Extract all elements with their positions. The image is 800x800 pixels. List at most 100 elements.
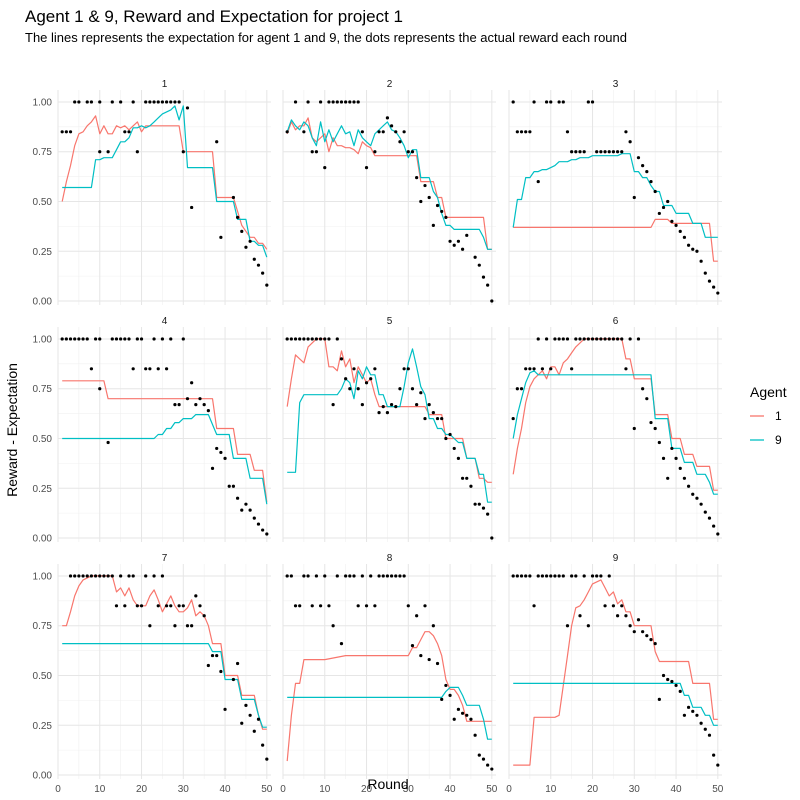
reward-point	[699, 502, 703, 506]
reward-point	[293, 100, 298, 104]
reward-point	[540, 574, 545, 578]
reward-point	[703, 727, 707, 731]
reward-point	[318, 337, 323, 341]
reward-point	[240, 229, 244, 233]
series-line-agent-9	[62, 414, 268, 505]
reward-point	[490, 767, 494, 771]
reward-point	[89, 367, 94, 371]
reward-point	[252, 257, 256, 261]
reward-point	[611, 150, 616, 154]
reward-point	[235, 496, 240, 500]
reward-point	[670, 679, 674, 684]
reward-point	[565, 130, 570, 134]
reward-point	[323, 337, 327, 341]
reward-point	[356, 604, 360, 608]
reward-point	[402, 367, 406, 371]
reward-point	[81, 574, 85, 578]
reward-point	[293, 604, 298, 608]
reward-point	[381, 130, 385, 134]
reward-point	[219, 669, 223, 674]
reward-point	[60, 130, 64, 134]
reward-point	[536, 337, 540, 341]
y-tick-label: 0.25	[33, 484, 53, 495]
x-tick-label: 50	[712, 784, 724, 795]
reward-point	[649, 179, 653, 184]
series-line-agent-9	[512, 153, 718, 238]
reward-point	[265, 532, 269, 536]
y-tick-label: 0.50	[33, 197, 53, 208]
reward-point	[360, 130, 364, 134]
reward-point	[632, 426, 636, 431]
reward-point	[419, 199, 423, 204]
reward-point	[473, 502, 477, 506]
y-tick-label: 1.00	[33, 97, 53, 108]
y-tick-label: 0.50	[33, 434, 53, 445]
reward-point	[135, 150, 139, 154]
reward-point	[599, 150, 603, 154]
reward-point	[318, 100, 323, 104]
reward-point	[670, 219, 674, 223]
reward-point	[227, 484, 231, 488]
reward-point	[306, 337, 310, 341]
reward-point	[586, 624, 590, 628]
legend-label-agent-1: 1	[775, 409, 782, 423]
reward-point	[160, 100, 165, 104]
reward-point	[139, 604, 144, 608]
reward-point	[636, 337, 641, 341]
reward-point	[419, 653, 423, 658]
reward-point	[465, 476, 469, 480]
reward-point	[707, 733, 712, 737]
reward-point	[248, 239, 252, 243]
reward-point	[528, 130, 532, 134]
reward-point	[444, 215, 448, 220]
reward-point	[440, 697, 444, 701]
reward-point	[302, 130, 306, 134]
reward-point	[444, 683, 448, 688]
reward-point	[110, 100, 114, 104]
reward-point	[68, 130, 73, 134]
reward-point	[127, 574, 131, 578]
reward-point	[377, 130, 381, 134]
reward-point	[210, 653, 215, 658]
reward-point	[352, 100, 356, 104]
panel-strip-label: 6	[613, 316, 619, 327]
x-tick-label: 20	[361, 784, 373, 795]
reward-point	[339, 357, 344, 361]
x-tick-label: 40	[444, 784, 456, 795]
x-tick-label: 40	[670, 784, 682, 795]
reward-point	[219, 235, 223, 239]
panel-strip-label: 4	[162, 316, 168, 327]
reward-point	[578, 614, 582, 618]
reward-point	[620, 150, 624, 154]
reward-point	[240, 508, 244, 512]
reward-point	[716, 763, 720, 767]
y-tick-label: 0.75	[33, 147, 53, 158]
reward-point	[310, 150, 314, 154]
reward-point	[452, 243, 456, 247]
x-tick-label: 10	[545, 784, 557, 795]
reward-point	[285, 574, 289, 578]
series-line-agent-1	[286, 117, 492, 250]
reward-point	[603, 337, 607, 341]
reward-point	[477, 753, 481, 757]
reward-point	[423, 416, 427, 421]
reward-point	[649, 638, 653, 642]
reward-point	[620, 604, 624, 608]
reward-point	[102, 574, 106, 578]
x-tick-label: 20	[587, 784, 599, 795]
reward-point	[131, 100, 135, 104]
reward-point	[406, 367, 410, 371]
reward-point	[611, 604, 616, 608]
reward-point	[364, 381, 369, 385]
reward-point	[331, 624, 335, 628]
reward-point	[231, 195, 236, 200]
reward-point	[661, 456, 666, 460]
reward-point	[360, 574, 364, 578]
reward-point	[77, 337, 81, 341]
reward-point	[670, 446, 674, 451]
reward-point	[699, 259, 703, 263]
reward-point	[85, 337, 89, 341]
reward-point	[632, 630, 636, 634]
reward-point	[645, 170, 649, 174]
reward-point	[716, 532, 720, 536]
